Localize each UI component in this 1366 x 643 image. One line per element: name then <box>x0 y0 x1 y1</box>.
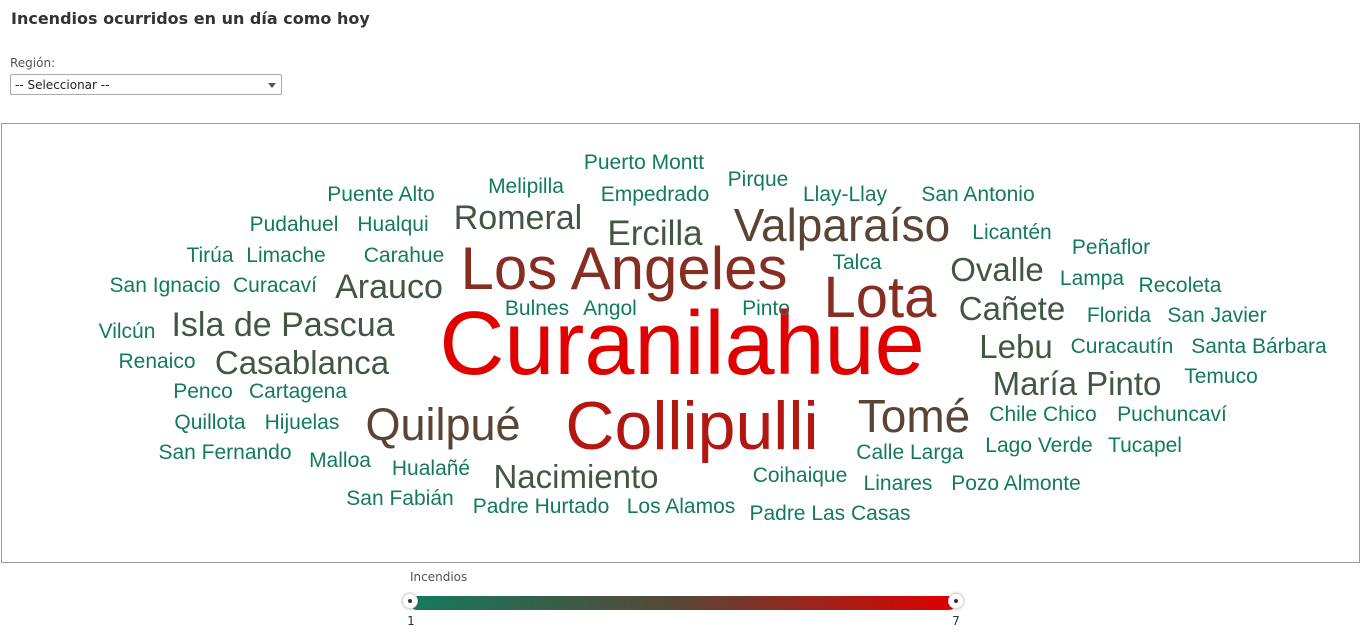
word-los-angeles[interactable]: Los Angeles <box>461 235 788 302</box>
word-san-fernando[interactable]: San Fernando <box>158 441 291 464</box>
word-melipilla[interactable]: Melipilla <box>488 175 564 198</box>
word-puchuncaví[interactable]: Puchuncaví <box>1117 403 1227 426</box>
word-lago-verde[interactable]: Lago Verde <box>985 434 1092 457</box>
word-quillota[interactable]: Quillota <box>174 411 246 434</box>
word-hijuelas[interactable]: Hijuelas <box>265 411 340 434</box>
word-puerto-montt[interactable]: Puerto Montt <box>584 151 704 174</box>
region-select-value: -- Seleccionar -- <box>15 78 110 92</box>
word-temuco[interactable]: Temuco <box>1184 365 1258 388</box>
word-san-ignacio[interactable]: San Ignacio <box>110 274 221 297</box>
word-ovalle[interactable]: Ovalle <box>950 251 1044 288</box>
word-calle-larga[interactable]: Calle Larga <box>856 441 964 464</box>
word-llay-llay[interactable]: Llay-Llay <box>803 183 888 206</box>
word-florida[interactable]: Florida <box>1087 304 1152 327</box>
word-santa-bárbara[interactable]: Santa Bárbara <box>1191 335 1327 358</box>
word-recoleta[interactable]: Recoleta <box>1139 274 1222 297</box>
word-padre-hurtado[interactable]: Padre Hurtado <box>473 495 610 518</box>
word-quilpué[interactable]: Quilpué <box>365 399 520 450</box>
word-puente-alto[interactable]: Puente Alto <box>327 183 434 206</box>
word-tucapel[interactable]: Tucapel <box>1108 434 1182 457</box>
word-curacaví[interactable]: Curacaví <box>233 274 317 297</box>
word-renaico[interactable]: Renaico <box>118 350 195 373</box>
word-maría-pinto[interactable]: María Pinto <box>993 365 1162 402</box>
word-linares[interactable]: Linares <box>864 472 933 495</box>
word-vilcún[interactable]: Vilcún <box>99 320 156 343</box>
word-valparaíso[interactable]: Valparaíso <box>734 199 951 251</box>
legend-max-label: 7 <box>952 614 960 628</box>
word-tirúa[interactable]: Tirúa <box>186 244 233 267</box>
word-pirque[interactable]: Pirque <box>728 168 789 191</box>
legend-min-handle[interactable] <box>402 593 418 609</box>
word-cloud: Curanilahue Collipulli Los Angeles Lota Quil… <box>1 123 1360 563</box>
word-hualañé[interactable]: Hualañé <box>392 457 470 480</box>
word-malloa[interactable]: Malloa <box>309 449 371 472</box>
word-bulnes[interactable]: Bulnes <box>505 297 569 320</box>
word-cañete[interactable]: Cañete <box>959 290 1065 327</box>
word-licantén[interactable]: Licantén <box>972 221 1051 244</box>
word-romeral[interactable]: Romeral <box>454 199 582 237</box>
word-curacautín[interactable]: Curacautín <box>1071 335 1174 358</box>
legend-min-label: 1 <box>407 614 415 628</box>
word-curanilahue[interactable]: Curanilahue <box>439 294 924 394</box>
word-los-alamos[interactable]: Los Alamos <box>627 495 736 518</box>
region-select[interactable]: -- Seleccionar -- <box>10 74 282 95</box>
word-lota[interactable]: Lota <box>824 265 938 330</box>
legend-max-handle[interactable] <box>948 593 964 609</box>
region-label: Región: <box>10 56 56 70</box>
word-ercilla[interactable]: Ercilla <box>607 214 703 253</box>
word-pudahuel[interactable]: Pudahuel <box>250 213 339 236</box>
word-angol[interactable]: Angol <box>583 297 637 320</box>
page-title: Incendios ocurridos en un día como hoy <box>11 9 370 28</box>
word-tomé[interactable]: Tomé <box>858 390 970 442</box>
word-coihaique[interactable]: Coihaique <box>753 464 848 487</box>
word-san-javier[interactable]: San Javier <box>1167 304 1266 327</box>
legend-title: Incendios <box>410 570 468 584</box>
word-carahue[interactable]: Carahue <box>364 244 445 267</box>
legend-gradient-bar <box>410 596 956 610</box>
word-san-fabián[interactable]: San Fabián <box>346 487 453 510</box>
chevron-down-icon <box>268 83 276 88</box>
word-lampa[interactable]: Lampa <box>1060 267 1125 290</box>
word-cartagena[interactable]: Cartagena <box>249 380 347 403</box>
word-lebu[interactable]: Lebu <box>979 328 1052 365</box>
word-nacimiento[interactable]: Nacimiento <box>493 458 658 495</box>
word-pozo-almonte[interactable]: Pozo Almonte <box>951 472 1081 495</box>
word-empedrado[interactable]: Empedrado <box>601 183 710 206</box>
word-talca[interactable]: Talca <box>832 251 881 274</box>
word-penco[interactable]: Penco <box>173 380 233 403</box>
word-arauco[interactable]: Arauco <box>335 268 443 306</box>
word-collipulli[interactable]: Collipulli <box>565 388 818 464</box>
word-san-antonio[interactable]: San Antonio <box>921 183 1034 206</box>
word-chile-chico[interactable]: Chile Chico <box>989 403 1096 426</box>
word-pinto[interactable]: Pinto <box>742 297 790 320</box>
word-peñaflor[interactable]: Peñaflor <box>1072 236 1150 259</box>
word-casablanca[interactable]: Casablanca <box>215 344 390 381</box>
word-isla-de-pascua[interactable]: Isla de Pascua <box>171 306 394 344</box>
word-limache[interactable]: Limache <box>246 244 325 267</box>
word-hualqui[interactable]: Hualqui <box>357 213 428 236</box>
word-padre-las-casas[interactable]: Padre Las Casas <box>749 502 910 525</box>
